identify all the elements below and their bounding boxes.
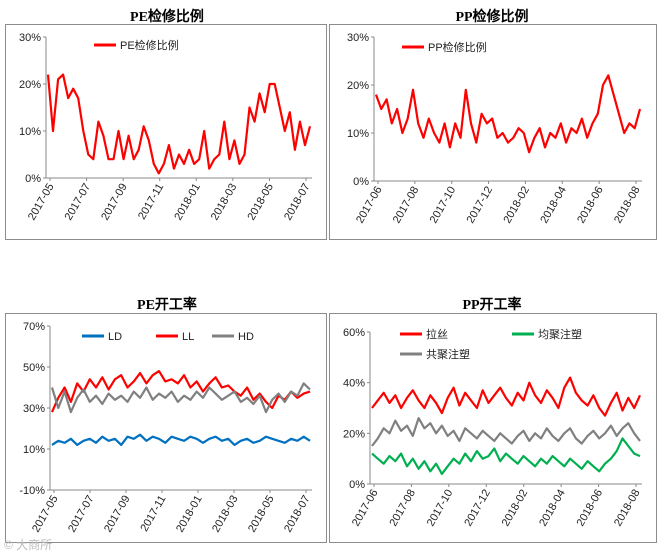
pp-rate-xtick-label: 2017-06 bbox=[350, 488, 381, 529]
pe-maint-xtick-label: 2018-05 bbox=[245, 182, 276, 223]
pe-maint-legend-label-0: PE检修比例 bbox=[120, 38, 179, 52]
pp-rate-ytick-label: 40% bbox=[343, 378, 365, 390]
pe-maint-series-0-line bbox=[46, 73, 312, 175]
pe-rate-ytick-label: 50% bbox=[23, 362, 45, 374]
pp-rate-legend-label-0: 拉丝 bbox=[426, 327, 448, 341]
pe-rate-series-2-line bbox=[50, 382, 311, 414]
pp-rate-legend-label-1: 均聚注塑 bbox=[538, 327, 582, 341]
pp-maint-ytick-label: 30% bbox=[347, 32, 369, 44]
pe-rate-ytick-label: -10% bbox=[19, 485, 45, 497]
pp-rate-xtick-label: 2017-12 bbox=[462, 488, 493, 529]
pe-maint-ytick-label: 20% bbox=[19, 79, 41, 91]
pp-maint-xtick-label: 2017-08 bbox=[391, 185, 422, 226]
pp-maint-title: PP检修比例 bbox=[455, 10, 529, 25]
pe-rate-xtick-label: 2018-07 bbox=[282, 494, 313, 535]
pe-maint-ytick-label: 0% bbox=[25, 173, 41, 185]
pp-rate-plot: 0%20%40%60%2017-06 2017-08 2017-10 2017-12 2… bbox=[343, 327, 643, 529]
pe-rate-xtick-label: 2017-11 bbox=[138, 494, 168, 534]
pe-maint-xtick-label: 2017-05 bbox=[26, 182, 57, 223]
pp-maint-series-0-line bbox=[374, 74, 642, 154]
pe-rate-xtick-label: 2018-05 bbox=[246, 494, 277, 535]
pe-maint-title: PE检修比例 bbox=[130, 10, 204, 25]
pp-rate-xtick-label: 2018-08 bbox=[612, 488, 643, 529]
pp-maint-xtick-label: 2018-06 bbox=[575, 185, 606, 226]
pe-maint-xtick-label: 2018-07 bbox=[282, 182, 313, 223]
pe-maint-xtick-label: 2018-01 bbox=[172, 182, 203, 223]
pp-rate-series-0-line bbox=[371, 376, 642, 417]
pp-maint-xtick-label: 2017-10 bbox=[428, 185, 459, 226]
pe-rate-legend-label-1: LL bbox=[182, 331, 194, 343]
pe-rate-plot: -10%10%30%50%70%2017-05 2017-07 2017-09 201… bbox=[19, 321, 313, 535]
pe-maint-xtick-label: 2017-07 bbox=[63, 182, 94, 223]
pe-rate-ytick-label: 30% bbox=[23, 403, 45, 415]
pe-rate-xtick-label: 2018-03 bbox=[210, 494, 241, 535]
pp-rate-xtick-label: 2018-02 bbox=[500, 488, 531, 529]
pp-maint-ytick-label: 20% bbox=[347, 80, 369, 92]
pe-maint-xtick-label: 2017-09 bbox=[99, 182, 130, 223]
pe-rate-ytick-label: 70% bbox=[23, 321, 45, 333]
pe-maint-ytick-label: 30% bbox=[19, 32, 41, 44]
watermark: © 大商所 bbox=[4, 538, 53, 552]
pe-rate-xtick-label: 2017-05 bbox=[30, 494, 61, 535]
pp-rate-ytick-label: 20% bbox=[343, 428, 365, 440]
pe-rate-xtick-label: 2017-09 bbox=[102, 494, 133, 535]
pe-rate-series-1-line bbox=[50, 369, 311, 413]
pp-maint-xtick-label: 2017-12 bbox=[465, 185, 496, 226]
pp-maint-ytick-label: 10% bbox=[347, 128, 369, 140]
pe-maint-chart: 0% 10% 20% 30% 2017-05 2017-07 2017-09 2017-11 2… bbox=[5, 24, 327, 240]
pp-rate-xtick-label: 2018-04 bbox=[537, 488, 568, 529]
pp-rate-legend-label-2: 共聚注塑 bbox=[426, 347, 470, 361]
pe-rate-legend-label-2: HD bbox=[238, 331, 254, 343]
pe-rate-chart: -10% 10% 30% 50% 70% 2017-05 2017-07 2017-09 201… bbox=[5, 313, 327, 543]
pp-maint-xtick-label: 2018-04 bbox=[538, 184, 569, 225]
pp-maint-xtick-label: 2018-08 bbox=[612, 185, 643, 226]
pe-rate-series-0-line bbox=[51, 433, 311, 446]
pe-rate-legend-label-0: LD bbox=[108, 331, 122, 343]
pp-rate-chart: 0% 20% 40% 60% 2017-06 2017-08 2017-10 2017-12 2… bbox=[329, 313, 657, 543]
pe-rate-ytick-label: 10% bbox=[23, 444, 45, 456]
pp-rate-series-2-line bbox=[371, 416, 641, 447]
pe-rate-title: PE开工率 bbox=[137, 298, 197, 313]
pp-rate-xtick-label: 2017-10 bbox=[425, 488, 456, 529]
pp-maint-legend-label-0: PP检修比例 bbox=[428, 40, 487, 54]
pp-rate-xtick-label: 2017-08 bbox=[387, 488, 418, 529]
pe-maint-ytick-label: 10% bbox=[19, 126, 41, 138]
pp-maint-xtick-label: 2018-02 bbox=[501, 185, 532, 226]
pe-maint-xtick-label: 2017-11 bbox=[136, 182, 166, 222]
pp-rate-ytick-label: 0% bbox=[349, 479, 365, 491]
pp-maint-chart: 0% 10% 20% 30% 2017-06 2017-08 2017-10 2017-12 2… bbox=[329, 24, 657, 240]
pp-maint-ytick-label: 0% bbox=[353, 176, 369, 188]
pp-rate-series-1-line bbox=[371, 437, 641, 475]
pp-rate-title: PP开工率 bbox=[462, 298, 522, 313]
pp-rate-xtick-label: 2018-06 bbox=[575, 488, 606, 529]
pp-rate-ytick-label: 60% bbox=[343, 327, 365, 339]
pe-rate-xtick-label: 2017-07 bbox=[66, 494, 97, 535]
pp-maint-xtick-label: 2017-06 bbox=[354, 185, 385, 226]
pe-rate-xtick-label: 2018-01 bbox=[174, 494, 205, 535]
pp-maint-plot: 0%10%20%30%2017-06 2017-08 2017-10 2017-12 2… bbox=[347, 32, 643, 226]
pe-maint-xtick-label: 2018-03 bbox=[209, 182, 240, 223]
pe-maint-plot: 0%10%20%30%2017-05 2017-07 2017-09 2017-11 2… bbox=[19, 32, 313, 223]
